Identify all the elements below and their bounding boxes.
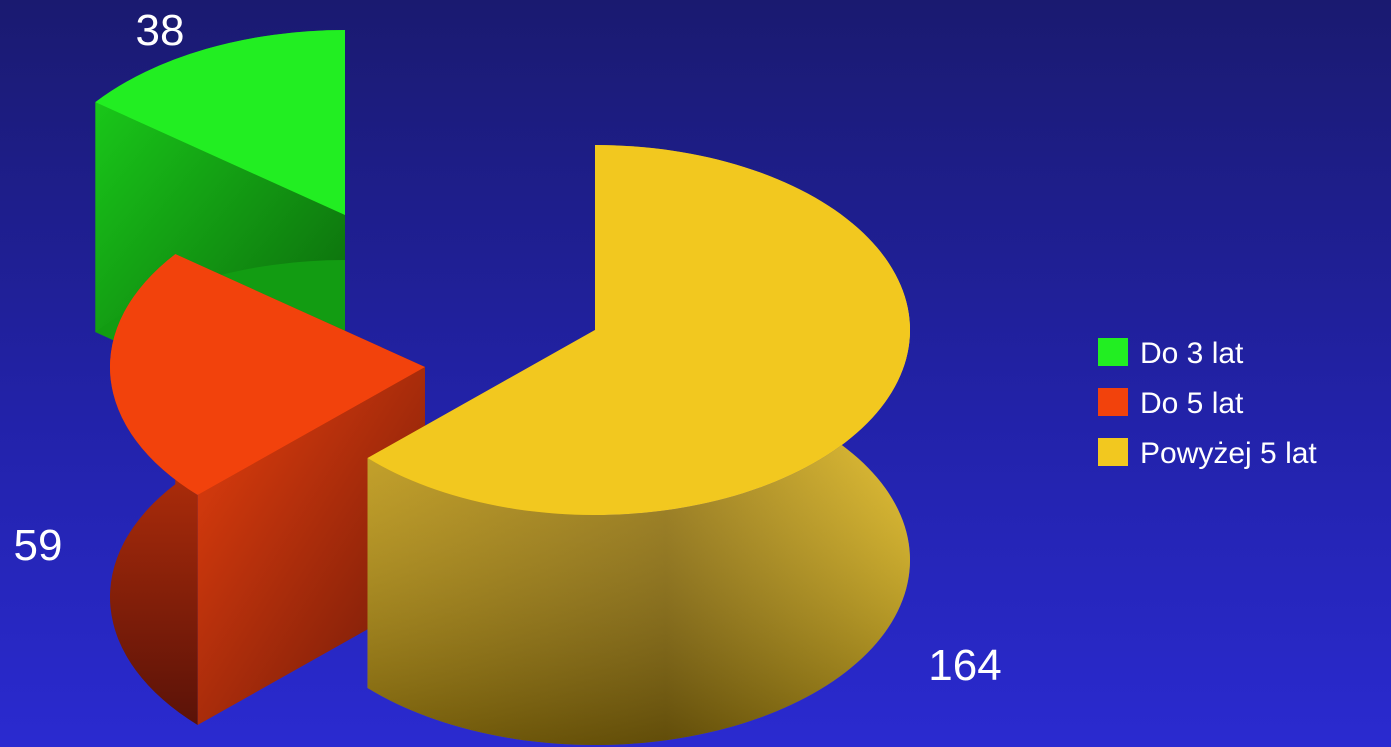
legend-swatch bbox=[1098, 438, 1128, 466]
data-label: 59 bbox=[14, 521, 63, 570]
legend-label: Do 5 lat bbox=[1140, 387, 1244, 420]
legend-swatch bbox=[1098, 338, 1128, 366]
legend-swatch bbox=[1098, 388, 1128, 416]
slice-top bbox=[367, 145, 911, 516]
legend-label: Do 3 lat bbox=[1140, 337, 1244, 370]
data-label: 164 bbox=[928, 641, 1001, 690]
data-label: 38 bbox=[136, 6, 185, 55]
pie-slice bbox=[367, 145, 911, 745]
legend-label: Powyżej 5 lat bbox=[1140, 437, 1317, 470]
slice-cut-face bbox=[197, 367, 425, 726]
slice-top bbox=[109, 254, 426, 496]
pie-slice bbox=[109, 254, 426, 726]
slice-top bbox=[95, 30, 345, 215]
